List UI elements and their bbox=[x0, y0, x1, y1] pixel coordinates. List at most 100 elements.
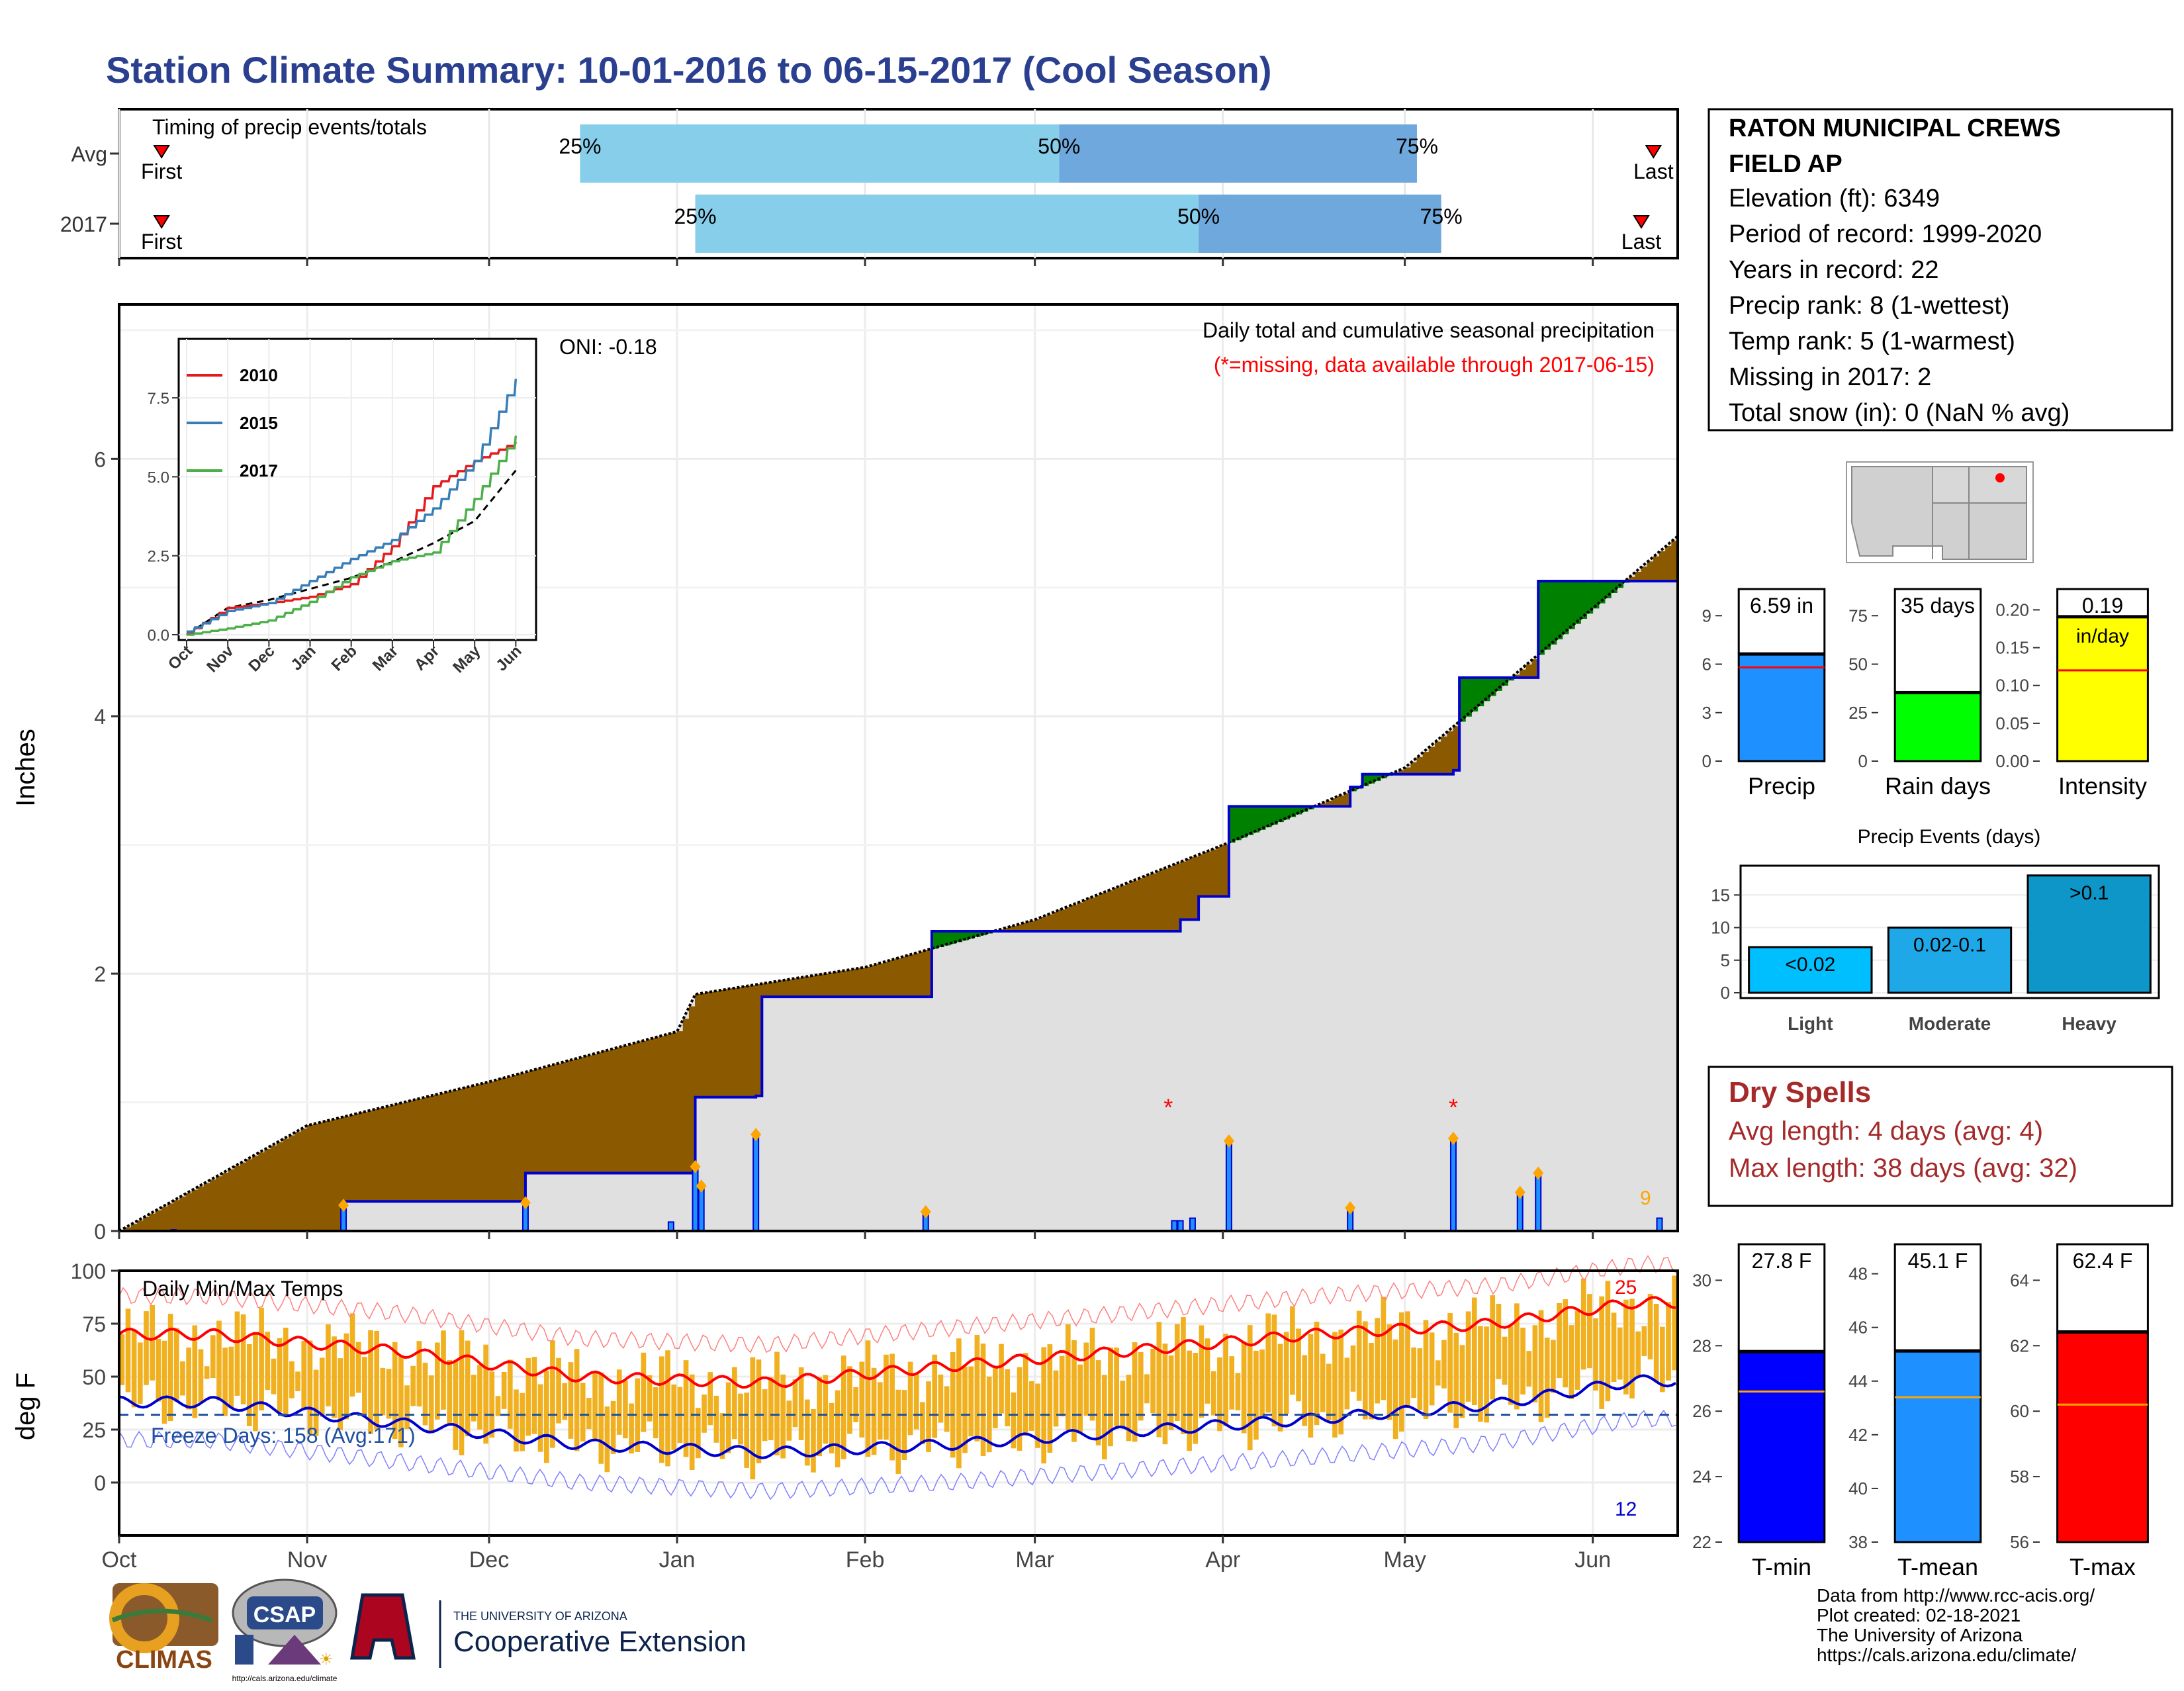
daily-temp-bar bbox=[902, 1390, 907, 1460]
deficit-area bbox=[380, 1108, 386, 1201]
intensity-summary-y-tick-label: 0.10 bbox=[1995, 676, 2029, 696]
daily-temp-bar bbox=[404, 1385, 410, 1429]
deficit-area bbox=[313, 1124, 319, 1231]
daily-temp-bar bbox=[496, 1396, 501, 1416]
temp-y-tick-label: 50 bbox=[82, 1365, 106, 1389]
daily-temp-bar bbox=[920, 1402, 925, 1444]
daily-precip-bar bbox=[699, 1186, 704, 1231]
daily-temp-bar bbox=[1539, 1310, 1544, 1422]
station-name-line2: FIELD AP bbox=[1729, 150, 1843, 178]
daily-temp-bar bbox=[1278, 1344, 1283, 1432]
daily-temp-bar bbox=[525, 1358, 531, 1436]
daily-temp-bar bbox=[1351, 1346, 1356, 1392]
daily-temp-bar bbox=[1211, 1371, 1216, 1416]
daily-temp-bar bbox=[295, 1371, 300, 1391]
deficit-area bbox=[332, 1120, 338, 1231]
daily-temp-bar bbox=[538, 1385, 543, 1452]
timing-bar-q2 bbox=[1199, 195, 1441, 253]
timing-row-label: Avg bbox=[71, 142, 107, 166]
daily-temp-bar bbox=[126, 1308, 131, 1392]
inset-legend-label: 2017 bbox=[240, 461, 278, 480]
daily-temp-bar bbox=[944, 1386, 950, 1432]
daily-temp-bar bbox=[320, 1357, 325, 1416]
daily-temp-bar bbox=[1102, 1375, 1107, 1459]
deficit-area bbox=[653, 1038, 659, 1173]
temp-x-tick-label: Apr bbox=[1205, 1547, 1240, 1573]
ua-small-text: THE UNIVERSITY OF ARIZONA bbox=[453, 1610, 627, 1623]
cold-days-count: 12 bbox=[1615, 1498, 1637, 1520]
hot-days-count: 25 bbox=[1615, 1277, 1637, 1299]
daily-temp-bar bbox=[1545, 1338, 1550, 1418]
surplus-area bbox=[1544, 581, 1550, 649]
deficit-area bbox=[901, 957, 907, 997]
deficit-area bbox=[428, 1096, 434, 1201]
daily-temp-bar bbox=[1369, 1343, 1374, 1420]
daily-temp-bar bbox=[1381, 1297, 1386, 1400]
timing-p75-label: 75% bbox=[1420, 205, 1463, 228]
events-bar-tag: 0.02-0.1 bbox=[1913, 935, 1986, 956]
deficit-area bbox=[671, 1033, 677, 1173]
daily-temp-bar bbox=[132, 1331, 137, 1407]
deficit-area bbox=[792, 979, 798, 997]
intensity-summary-unit-label: in/day bbox=[2076, 625, 2129, 647]
temp-y-tick-label: 0 bbox=[94, 1471, 106, 1495]
daily-temp-bar bbox=[350, 1313, 355, 1396]
daily-temp-bar bbox=[1642, 1326, 1647, 1356]
daily-temp-bar bbox=[853, 1387, 858, 1422]
surplus-area bbox=[1563, 581, 1569, 634]
deficit-area bbox=[374, 1109, 380, 1201]
daily-temp-bar bbox=[817, 1377, 822, 1456]
timing-last-label: Last bbox=[1621, 230, 1662, 253]
missing-note: (*=missing, data available through 2017-… bbox=[1214, 353, 1655, 377]
temp-min-summary-y-tick-label: 26 bbox=[1692, 1401, 1711, 1421]
deficit-area bbox=[1181, 862, 1187, 919]
deficit-area bbox=[180, 1197, 186, 1231]
daily-temp-bar bbox=[738, 1394, 743, 1445]
deficit-area bbox=[362, 1113, 368, 1202]
daily-temp-bar bbox=[1083, 1343, 1089, 1416]
deficit-area bbox=[780, 981, 786, 997]
deficit-area bbox=[811, 976, 817, 997]
daily-temp-bar bbox=[1424, 1320, 1429, 1419]
deficit-area bbox=[1053, 913, 1059, 931]
temp-min-summary-y-tick-label: 30 bbox=[1692, 1270, 1711, 1290]
temp-min-summary-value-label: 27.8 F bbox=[1752, 1249, 1812, 1273]
daily-temp-bar bbox=[508, 1359, 513, 1428]
daily-temp-bar bbox=[1599, 1297, 1604, 1409]
temp-mean-summary-value-label: 45.1 F bbox=[1908, 1249, 1968, 1273]
deficit-area bbox=[562, 1062, 568, 1173]
daily-temp-bar bbox=[441, 1330, 446, 1410]
deficit-area bbox=[1041, 917, 1047, 931]
precip-summary-y-tick-label: 9 bbox=[1702, 606, 1711, 625]
deficit-area bbox=[877, 964, 883, 997]
daily-temp-bar bbox=[1054, 1371, 1059, 1427]
daily-temp-bar bbox=[308, 1341, 313, 1435]
daily-temp-bar bbox=[617, 1369, 622, 1435]
daily-temp-bar bbox=[1490, 1295, 1495, 1400]
daily-temp-bar bbox=[362, 1357, 367, 1414]
temp-min-summary-y-tick-label: 28 bbox=[1692, 1336, 1711, 1355]
deficit-area bbox=[1035, 919, 1041, 931]
daily-temp-bar bbox=[1326, 1364, 1332, 1421]
daily-temp-bar bbox=[1041, 1348, 1046, 1464]
deficit-area bbox=[1029, 921, 1035, 931]
temp-x-tick-label: Jun bbox=[1574, 1547, 1611, 1573]
deficit-area bbox=[847, 970, 853, 997]
temp-mean-summary-y-tick-label: 42 bbox=[1848, 1425, 1868, 1445]
daily-temp-bar bbox=[671, 1385, 676, 1450]
daily-temp-bar bbox=[950, 1352, 956, 1457]
daily-temp-bar bbox=[1090, 1328, 1095, 1420]
timing-bar-q2 bbox=[1059, 124, 1417, 183]
daily-temp-bar bbox=[1430, 1332, 1435, 1405]
missing-data-marker: * bbox=[1163, 1094, 1173, 1121]
deficit-area bbox=[738, 987, 744, 1097]
deficit-area bbox=[586, 1056, 592, 1173]
daily-temp-bar bbox=[1236, 1373, 1241, 1410]
deficit-area bbox=[696, 994, 702, 1097]
temp-mean-summary-y-tick-label: 40 bbox=[1848, 1479, 1868, 1498]
precip-summary-value-label: 6.59 in bbox=[1750, 594, 1813, 617]
daily-temp-bar bbox=[932, 1355, 937, 1438]
deficit-area bbox=[1150, 874, 1156, 931]
events-y-tick-label: 15 bbox=[1711, 885, 1730, 905]
daily-temp-bar bbox=[1169, 1355, 1174, 1430]
